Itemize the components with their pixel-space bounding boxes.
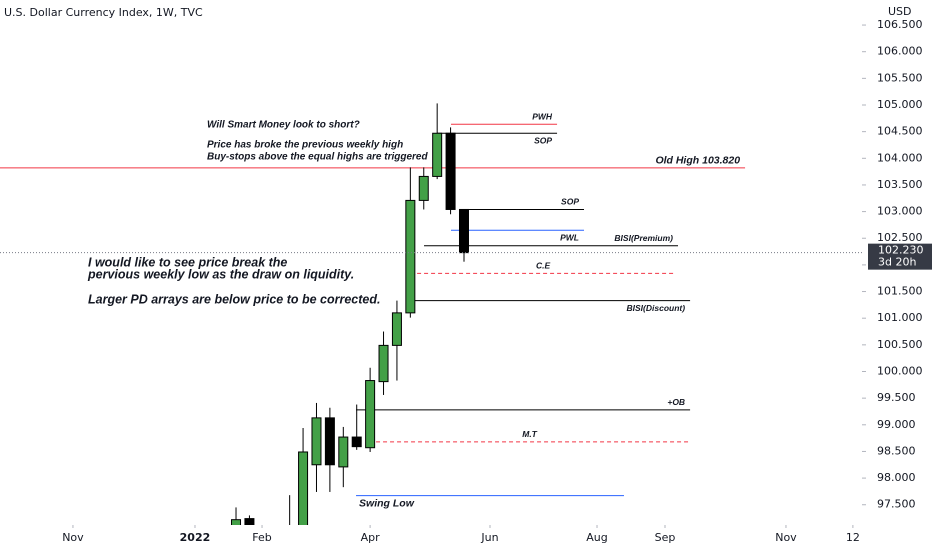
- price-tag: [868, 243, 932, 270]
- countdown-label: 3d 20h: [878, 256, 916, 269]
- currency-label: USD: [888, 5, 912, 18]
- candle-body: [298, 451, 309, 525]
- note: Will Smart Money look to short?: [207, 120, 360, 131]
- y-tick-label: 104.000: [877, 151, 923, 164]
- level-label: Swing Low: [359, 497, 415, 509]
- x-tick-label: 12: [846, 531, 860, 544]
- y-tick-label: 97.500: [877, 498, 916, 511]
- price-tag-label: 102.230: [878, 244, 924, 257]
- level-label: PWH: [532, 111, 553, 121]
- candle-body: [311, 417, 322, 466]
- x-tick-label: Sep: [655, 531, 676, 544]
- note: Price has broke the previous weekly high: [207, 140, 403, 151]
- y-tick-label: 101.500: [877, 285, 923, 298]
- y-tick-label: 98.500: [877, 444, 916, 457]
- y-tick-label: 104.500: [877, 125, 923, 138]
- level-label: M.T: [522, 429, 537, 439]
- note: I would like to see price break the: [88, 255, 287, 269]
- candle-body: [458, 208, 469, 254]
- level-label: PWL: [560, 233, 579, 243]
- y-tick-label: 100.500: [877, 338, 923, 351]
- y-tick-label: 99.000: [877, 418, 916, 431]
- candle-body: [244, 518, 255, 525]
- x-tick-label: Aug: [586, 531, 607, 544]
- x-tick-label: 2022: [180, 531, 211, 544]
- y-tick-label: 106.000: [877, 45, 923, 58]
- note: pervious weekly low as the draw on liqui…: [87, 267, 354, 281]
- y-tick-label: 98.000: [877, 471, 916, 484]
- y-tick-label: 105.500: [877, 71, 923, 84]
- candle-body: [378, 344, 389, 383]
- y-tick-label: 103.500: [877, 178, 923, 191]
- note: Buy-stops above the equal highs are trig…: [207, 152, 428, 163]
- x-tick-label: Nov: [62, 531, 84, 544]
- y-tick-label: 99.500: [877, 391, 916, 404]
- candle-body: [351, 436, 362, 448]
- chart-title: U.S. Dollar Currency Index, 1W, TVC: [4, 6, 203, 19]
- plot-area: [0, 103, 746, 534]
- level-label: SOP: [534, 135, 552, 145]
- level-label: BISI(Discount): [627, 303, 686, 313]
- y-tick-label: 100.000: [877, 364, 923, 377]
- candle-body: [231, 519, 242, 525]
- candle-body: [445, 132, 456, 210]
- candle-body: [324, 417, 335, 466]
- level-label: Old High 103.820: [655, 155, 740, 167]
- y-tick-label: 105.000: [877, 98, 923, 111]
- candle-body: [418, 175, 429, 201]
- x-tick-label: Apr: [361, 531, 381, 544]
- candle-body: [391, 312, 402, 346]
- candle-body: [338, 436, 349, 468]
- x-tick-label: Jun: [480, 531, 498, 544]
- level-label: BISI(Premium): [614, 233, 673, 243]
- candle-body: [432, 132, 443, 177]
- candle-body: [365, 380, 376, 449]
- y-tick-label: 102.500: [877, 231, 923, 244]
- note: Larger PD arrays are below price to be c…: [88, 292, 380, 306]
- y-tick-label: 101.000: [877, 311, 923, 324]
- candle-body: [405, 199, 416, 314]
- y-tick-label: 106.500: [877, 18, 923, 31]
- level-label: C.E: [536, 261, 551, 271]
- level-label: SOP: [561, 197, 579, 207]
- x-tick-label: Nov: [775, 531, 797, 544]
- level-label: +OB: [667, 397, 685, 407]
- candle-body: [285, 529, 294, 534]
- x-tick-label: Feb: [252, 531, 271, 544]
- y-tick-label: 103.000: [877, 205, 923, 218]
